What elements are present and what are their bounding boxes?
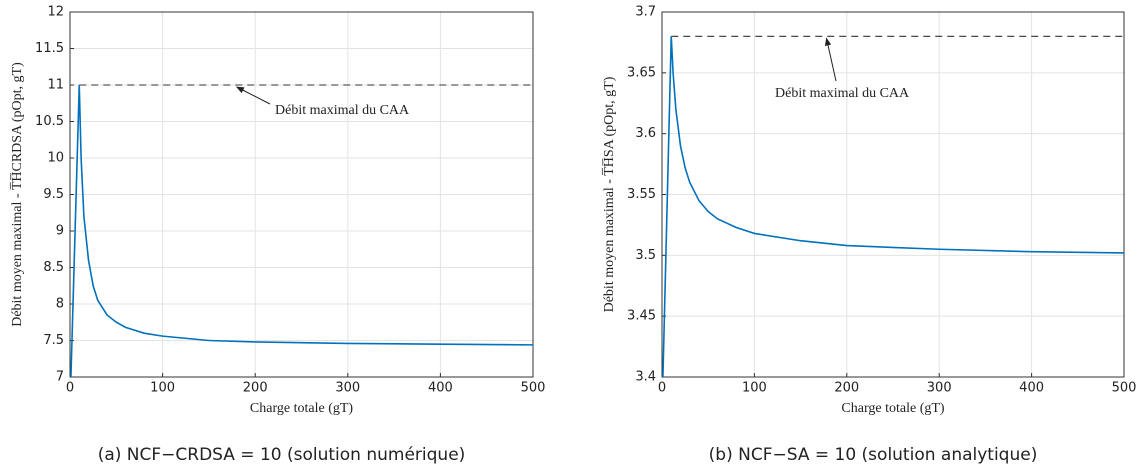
y-tick-label: 7.5 — [43, 333, 64, 348]
data-line — [662, 36, 1124, 377]
x-tick-label: 0 — [658, 381, 666, 396]
caption: (b) NCF−SA = 10 (solution analytique) — [709, 445, 1038, 465]
plot-area — [662, 35, 1124, 377]
x-tick-label: 500 — [521, 381, 546, 396]
x-tick-label: 300 — [927, 381, 952, 396]
y-tick-label: 10.5 — [35, 114, 64, 129]
y-tick-label: 9 — [56, 224, 64, 239]
x-tick-label: 200 — [243, 381, 268, 396]
y-axis-label: Débit moyen maximal - T̅H̅SA (pOpt, gT) — [602, 76, 617, 312]
y-tick-label: 3.6 — [635, 126, 656, 141]
y-tick-label: 9.5 — [43, 187, 64, 202]
plot-frame — [661, 11, 1125, 378]
y-tick-label: 3.5 — [635, 248, 656, 263]
y-tick-label: 12 — [47, 5, 64, 20]
x-axis-label: Charge totale (gT) — [841, 401, 944, 416]
y-tick-label: 3.55 — [627, 187, 656, 202]
x-tick-label: 400 — [428, 381, 453, 396]
x-tick-label: 300 — [335, 381, 360, 396]
annotation: Débit maximal du CAA — [275, 103, 410, 118]
data-line — [70, 84, 533, 377]
y-tick-label: 8.5 — [43, 260, 64, 275]
y-tick-label: 7 — [56, 370, 64, 385]
y-tick-label: 10 — [47, 151, 64, 166]
y-axis-label: Débit moyen maximal - T̅H̅CRDSA (pOpt, g… — [10, 62, 25, 327]
x-tick-label: 200 — [834, 381, 859, 396]
y-tick-label: 11 — [47, 78, 64, 93]
annotation-arrow — [824, 37, 837, 82]
x-tick-label: 500 — [1112, 381, 1137, 396]
y-tick-label: 3.4 — [635, 370, 656, 385]
y-tick-label: 3.65 — [627, 65, 656, 80]
plot-area — [70, 84, 533, 377]
y-tick-label: 3.7 — [635, 5, 656, 20]
y-tick-label: 11.5 — [35, 41, 64, 56]
annotation: Débit maximal du CAA — [775, 86, 910, 101]
x-tick-label: 0 — [66, 381, 74, 396]
annotation-arrow — [235, 86, 271, 105]
x-tick-label: 100 — [150, 381, 175, 396]
y-tick-label: 8 — [56, 297, 64, 312]
plot-frame — [69, 11, 534, 378]
caption: (a) NCF−CRDSA = 10 (solution numérique) — [98, 445, 466, 465]
x-tick-label: 400 — [1019, 381, 1044, 396]
x-axis-label: Charge totale (gT) — [250, 401, 353, 416]
y-tick-label: 3.45 — [627, 309, 656, 324]
x-tick-label: 100 — [742, 381, 767, 396]
